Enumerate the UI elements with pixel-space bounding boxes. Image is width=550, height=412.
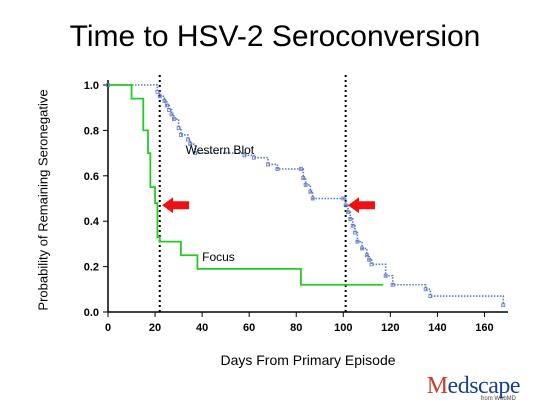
label-layer: Western Blot Focus xyxy=(186,143,255,264)
data-point xyxy=(301,176,306,180)
data-point xyxy=(179,133,183,137)
focus-line xyxy=(108,84,384,286)
data-point xyxy=(275,167,280,171)
x-tick-label: 140 xyxy=(428,322,446,334)
data-point xyxy=(343,203,348,208)
data-point xyxy=(346,210,350,215)
x-tick-label: 100 xyxy=(334,322,352,334)
y-tick-label: 0.8 xyxy=(84,125,99,137)
data-point xyxy=(299,167,303,171)
data-point xyxy=(186,137,190,142)
series-annotation: Focus xyxy=(202,250,235,264)
x-axis-label: Days From Primary Episode xyxy=(220,352,396,368)
axes xyxy=(103,80,508,317)
y-tick-label: 0.4 xyxy=(84,216,100,228)
data-point xyxy=(310,196,315,201)
data-point xyxy=(355,239,360,244)
data-point xyxy=(360,246,365,251)
data-point xyxy=(171,117,176,121)
data-point xyxy=(164,103,169,108)
data-point xyxy=(501,303,506,308)
data-point xyxy=(367,257,372,262)
data-point xyxy=(176,126,181,131)
y-axis-label: Probability of Remaining Seronegative xyxy=(35,89,51,311)
data-point xyxy=(167,108,172,112)
y-tick-label: 0.2 xyxy=(84,262,99,274)
data-point xyxy=(155,89,160,94)
data-point xyxy=(350,223,355,228)
slide-title: Time to HSV-2 Seroconversion xyxy=(69,20,481,53)
red-arrow xyxy=(348,197,375,214)
data-point xyxy=(353,230,357,235)
x-tick-label: 60 xyxy=(243,322,255,334)
data-point xyxy=(369,262,374,267)
data-point xyxy=(383,273,388,278)
logo-rest: edscape xyxy=(447,373,521,399)
data-point xyxy=(188,142,193,146)
data-point xyxy=(428,294,433,299)
x-tick-label: 160 xyxy=(475,322,493,334)
data-point xyxy=(162,98,167,103)
x-tick-label: 120 xyxy=(381,322,399,334)
data-point xyxy=(251,155,256,160)
data-point xyxy=(169,112,174,117)
logo-subtitle: from WebMD xyxy=(480,396,516,402)
series-annotation: Western Blot xyxy=(186,143,255,157)
red-arrow xyxy=(162,197,190,214)
data-point xyxy=(303,182,308,187)
medscape-logo: Medscape from WebMD xyxy=(426,373,521,402)
y-tick-label: 1.0 xyxy=(84,80,99,92)
y-tick-label: 0.6 xyxy=(84,171,99,183)
tick-labels: 0 20 40 60 80 100 120 140 160 0.0 0.2 0.4 0.6 0.8 1.0 xyxy=(84,80,494,334)
western-blot-line xyxy=(108,84,505,306)
y-tick-label: 0.0 xyxy=(84,307,99,319)
x-tick-label: 80 xyxy=(290,322,302,334)
data-point xyxy=(348,217,353,221)
data-point xyxy=(157,94,162,99)
data-point xyxy=(308,189,313,194)
logo-initial: M xyxy=(426,373,448,399)
x-tick-label: 0 xyxy=(105,322,111,334)
x-tick-label: 40 xyxy=(196,322,208,334)
data-point xyxy=(364,253,369,258)
x-tick-label: 20 xyxy=(149,322,161,334)
arrow-layer xyxy=(162,197,375,214)
data-point xyxy=(341,196,346,201)
data-point xyxy=(423,287,428,292)
data-point xyxy=(242,153,247,158)
data-point xyxy=(390,282,395,287)
data-point xyxy=(266,162,270,167)
data-point xyxy=(193,151,197,156)
series-layer xyxy=(106,83,506,308)
reference-lines xyxy=(158,75,347,312)
